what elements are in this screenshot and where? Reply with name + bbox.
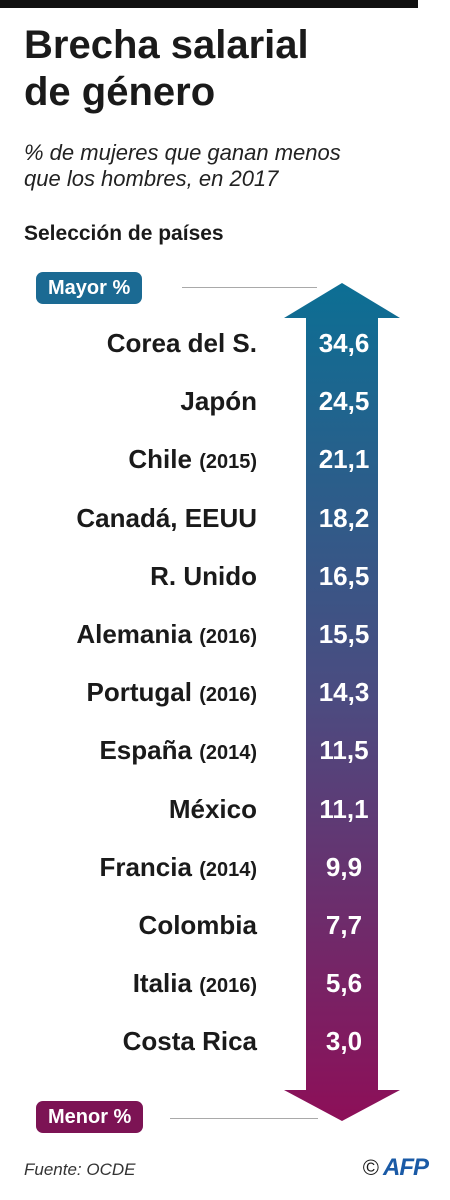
country-label: Costa Rica [123,1026,257,1057]
country-label: España (2014) [99,735,257,766]
title-line-1: Brecha salarial [24,23,309,67]
value-label: 14,3 [318,677,370,708]
value-label: 34,6 [318,328,370,358]
title-line-2: de género [24,70,216,114]
value-label: 18,2 [318,502,370,533]
subtitle-line-1: % de mujeres que ganan menos [24,140,341,165]
country-label: México [169,794,257,825]
value-label: 16,5 [318,560,370,591]
subtitle-line-2: que los hombres, en 2017 [24,166,279,191]
country-name: Alemania [76,619,192,649]
top-scale-badge: Mayor % [36,272,143,304]
country-label: Alemania (2016) [76,619,257,650]
chart-title: Brecha salarial de género [24,22,309,116]
year-note: (2016) [199,626,257,648]
country-label: Canadá, EEUU [76,503,257,534]
arrow-shape [284,283,400,1121]
value-label: 21,1 [318,444,370,475]
country-label: Francia (2014) [99,852,257,883]
country-name: Chile [128,444,192,475]
year-note: (2014) [199,742,257,765]
value-label: 24,5 [318,386,370,417]
value-label: 3,0 [325,1026,363,1057]
country-name: Colombia [138,910,257,940]
value-label: 9,9 [325,851,363,882]
copyright-symbol: © [362,1155,379,1180]
selection-label: Selección de países [24,222,224,245]
country-name: Italia [132,968,192,999]
value-label: 5,6 [325,968,363,999]
afp-logo: AFP [383,1154,429,1181]
country-label: Portugal (2016) [87,677,258,708]
country-label: R. Unido [150,561,257,592]
country-name: España [99,735,192,766]
year-note: (2016) [199,975,257,998]
country-name: Japón [180,386,257,417]
country-label: Corea del S. [107,328,257,359]
country-name: Francia [99,851,192,882]
top-divider [182,287,317,288]
source-note: Fuente: OCDE [24,1160,136,1179]
country-name: Costa Rica [122,1026,257,1057]
country-label: Japón [180,386,257,417]
country-label: Chile (2015) [128,444,257,475]
value-label: 11,5 [319,735,369,766]
top-rule [0,0,418,8]
value-label: 11,1 [319,793,369,824]
chart-subtitle: % de mujeres que ganan menos que los hom… [24,140,341,192]
value-label: 7,7 [325,910,363,940]
country-label: Italia (2016) [133,968,257,999]
year-note: (2014) [199,858,257,881]
bottom-scale-badge: Menor % [36,1101,144,1133]
agency-credit: © AFP [362,1154,429,1182]
year-note: (2015) [199,451,257,474]
country-name: Corea del S. [106,328,257,358]
country-name: Canadá, EEUU [76,502,257,533]
value-label: 15,5 [318,619,370,649]
country-name: Portugal [86,677,192,708]
country-name: México [168,793,257,824]
country-label: Colombia [139,910,257,941]
country-name: R. Unido [150,560,257,591]
year-note: (2016) [199,684,257,707]
bottom-divider [170,1118,318,1119]
